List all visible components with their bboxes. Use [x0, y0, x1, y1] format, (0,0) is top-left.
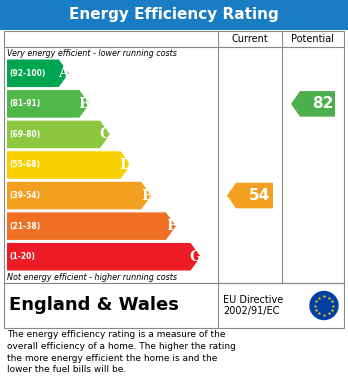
Text: (21-38): (21-38) [9, 222, 40, 231]
Polygon shape [227, 183, 273, 208]
Text: 54: 54 [249, 188, 270, 203]
Text: (69-80): (69-80) [9, 130, 40, 139]
Text: EU Directive
2002/91/EC: EU Directive 2002/91/EC [223, 295, 283, 316]
Text: England & Wales: England & Wales [9, 296, 179, 314]
Polygon shape [7, 182, 151, 209]
Text: 82: 82 [312, 96, 334, 111]
Polygon shape [7, 90, 89, 118]
Polygon shape [7, 121, 110, 148]
Bar [0, 0, 348, 30]
Polygon shape [291, 91, 335, 117]
Polygon shape [7, 59, 69, 87]
Polygon shape [7, 243, 201, 271]
Text: B: B [79, 97, 90, 111]
Bar [4, 283, 344, 328]
Text: D: D [119, 158, 132, 172]
Text: (39-54): (39-54) [9, 191, 40, 200]
Circle shape [310, 292, 338, 319]
Text: C: C [100, 127, 111, 142]
Bar [4, 31, 344, 283]
Text: (92-100): (92-100) [9, 69, 45, 78]
Text: Energy Efficiency Rating: Energy Efficiency Rating [69, 7, 279, 23]
Polygon shape [7, 212, 176, 240]
Text: (1-20): (1-20) [9, 252, 35, 261]
Text: The energy efficiency rating is a measure of the
overall efficiency of a home. T: The energy efficiency rating is a measur… [7, 330, 236, 375]
Polygon shape [7, 151, 130, 179]
Text: F: F [166, 219, 176, 233]
Text: Current: Current [232, 34, 268, 44]
Text: Potential: Potential [292, 34, 334, 44]
Text: (55-68): (55-68) [9, 160, 40, 170]
Text: G: G [190, 250, 201, 264]
Text: A: A [58, 66, 69, 80]
Text: E: E [141, 188, 151, 203]
Text: (81-91): (81-91) [9, 99, 40, 108]
Text: Very energy efficient - lower running costs: Very energy efficient - lower running co… [7, 49, 177, 58]
Text: Not energy efficient - higher running costs: Not energy efficient - higher running co… [7, 273, 177, 282]
